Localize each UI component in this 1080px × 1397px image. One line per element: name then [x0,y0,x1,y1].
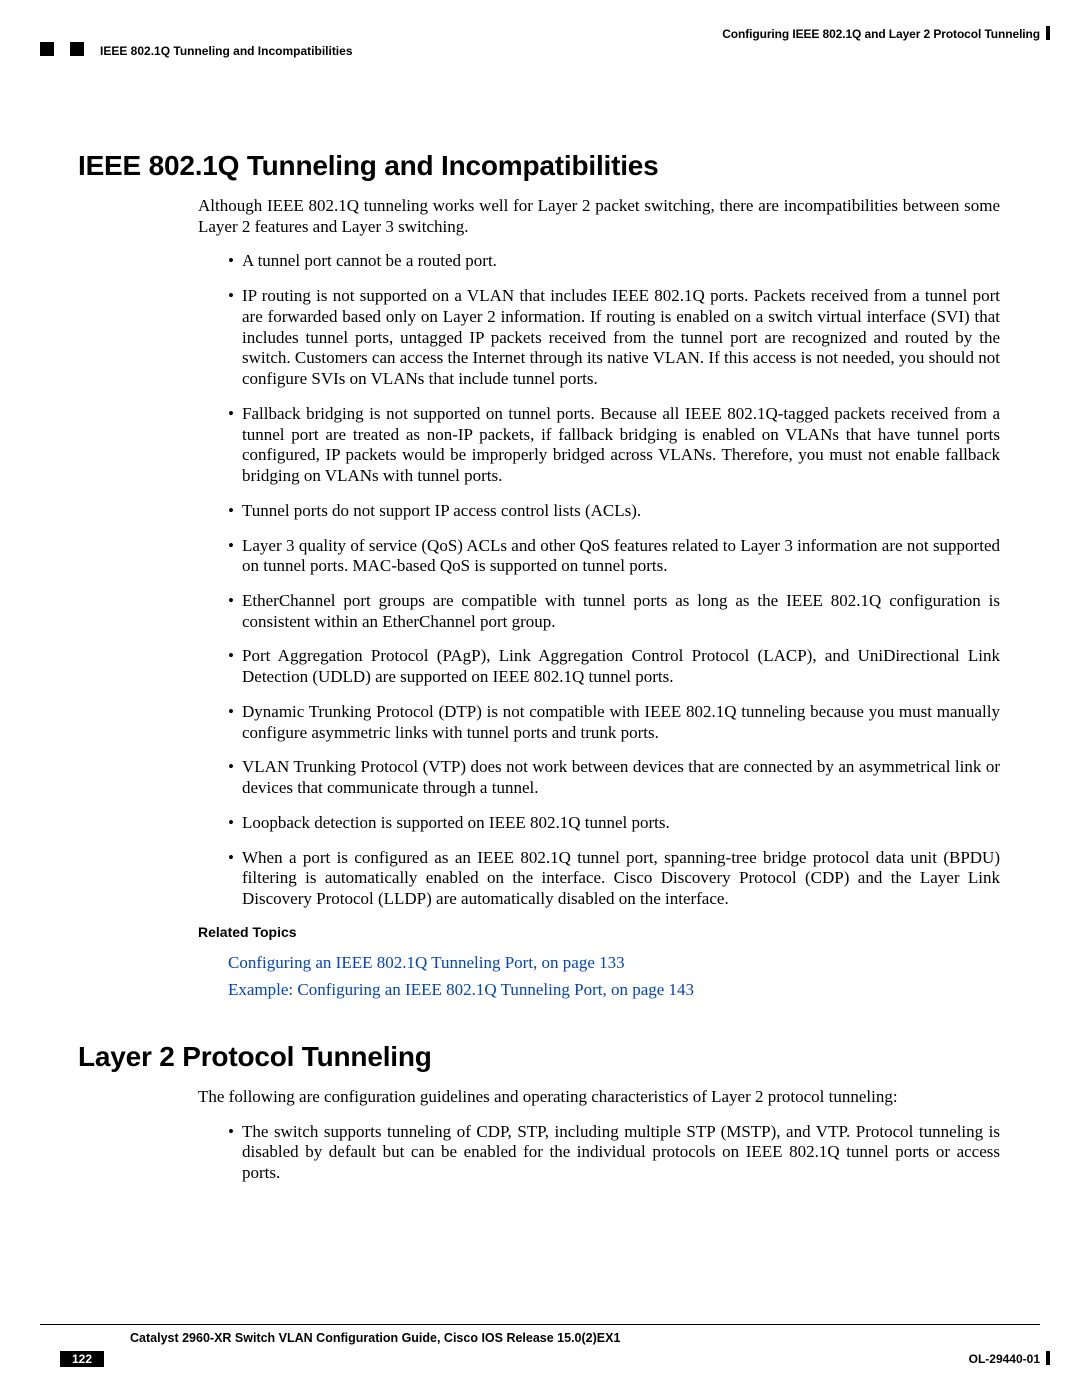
bullet-item: Dynamic Trunking Protocol (DTP) is not c… [228,702,1000,743]
section-heading-1: IEEE 802.1Q Tunneling and Incompatibilit… [78,150,1000,182]
header-box-icon [70,42,84,56]
section1-bullet-list: A tunnel port cannot be a routed port. I… [228,251,1000,909]
related-topics-heading: Related Topics [198,924,1000,940]
footer-bar-icon [1046,1351,1050,1365]
bullet-item: IP routing is not supported on a VLAN th… [228,286,1000,390]
running-header-bottom: IEEE 802.1Q Tunneling and Incompatibilit… [40,44,1040,60]
main-content: IEEE 802.1Q Tunneling and Incompatibilit… [78,150,1000,1198]
section1-intro: Although IEEE 802.1Q tunneling works wel… [198,196,1000,237]
running-header-top: Configuring IEEE 802.1Q and Layer 2 Prot… [40,27,1040,43]
footer-page-number: 122 [60,1351,104,1367]
related-link[interactable]: Configuring an IEEE 802.1Q Tunneling Por… [228,950,1000,976]
bullet-item: Layer 3 quality of service (QoS) ACLs an… [228,536,1000,577]
header-section-title: IEEE 802.1Q Tunneling and Incompatibilit… [100,44,353,58]
section2-bullet-list: The switch supports tunneling of CDP, ST… [228,1122,1000,1184]
bullet-item: Port Aggregation Protocol (PAgP), Link A… [228,646,1000,687]
page-footer: Catalyst 2960-XR Switch VLAN Configurati… [40,1324,1040,1369]
bullet-item: The switch supports tunneling of CDP, ST… [228,1122,1000,1184]
header-chapter-title: Configuring IEEE 802.1Q and Layer 2 Prot… [722,27,1040,41]
bullet-item: When a port is configured as an IEEE 802… [228,848,1000,910]
header-bar-icon [1046,26,1050,40]
footer-row: 122 OL-29440-01 [40,1351,1040,1369]
related-link[interactable]: Example: Configuring an IEEE 802.1Q Tunn… [228,977,1000,1003]
bullet-item: Tunnel ports do not support IP access co… [228,501,1000,522]
section2-intro: The following are configuration guidelin… [198,1087,1000,1108]
bullet-item: Fallback bridging is not supported on tu… [228,404,1000,487]
section-heading-2: Layer 2 Protocol Tunneling [78,1041,1000,1073]
bullet-item: A tunnel port cannot be a routed port. [228,251,1000,272]
page: Configuring IEEE 802.1Q and Layer 2 Prot… [0,0,1080,1397]
bullet-item: EtherChannel port groups are compatible … [228,591,1000,632]
section-2: Layer 2 Protocol Tunneling The following… [78,1041,1000,1184]
footer-guide-title: Catalyst 2960-XR Switch VLAN Configurati… [130,1331,1040,1345]
footer-doc-id: OL-29440-01 [969,1352,1040,1366]
bullet-item: Loopback detection is supported on IEEE … [228,813,1000,834]
header-box-icon [40,42,54,56]
bullet-item: VLAN Trunking Protocol (VTP) does not wo… [228,757,1000,798]
